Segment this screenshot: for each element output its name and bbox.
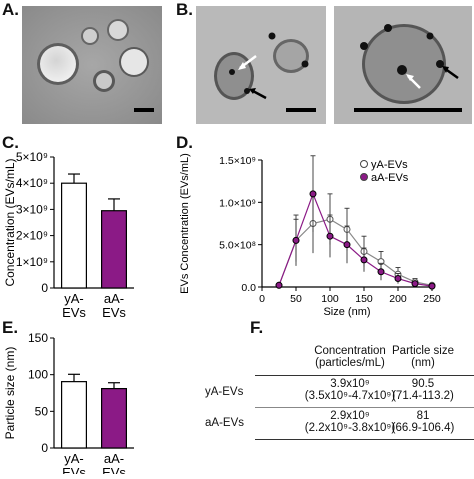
- data-point: [275, 281, 283, 289]
- table-header-concentration-line2: (particles/mL): [315, 357, 385, 369]
- series-line: [278, 192, 433, 287]
- micrograph-a: [22, 6, 162, 124]
- table-cell-size-range: (71.4-113.2): [392, 390, 454, 402]
- x-tick-label: 150: [355, 293, 373, 305]
- y-tick-label: 0: [41, 441, 48, 455]
- x-tick-label: EVs: [102, 465, 126, 474]
- y-tick-label: 4×10⁹: [16, 176, 48, 190]
- data-point: [394, 275, 402, 283]
- panel-label-d: D.: [176, 133, 193, 152]
- y-tick-label: 100: [28, 368, 48, 382]
- x-tick-label: EVs: [62, 465, 86, 474]
- y-axis-label: Particle size (nm): [3, 347, 17, 440]
- y-tick-label: 50: [35, 404, 49, 418]
- y-tick-label: 0.0: [241, 282, 256, 294]
- table-row-label-aa: aA-EVs: [205, 417, 244, 429]
- y-tick-label: 3×10⁹: [16, 202, 48, 216]
- x-tick-label: aA-: [104, 291, 124, 306]
- data-point: [309, 190, 317, 198]
- table-header-concentration: Concentration (particles/mL): [255, 345, 445, 369]
- chart-d: 0.0 5.0×10⁸ 1.0×10⁹ 1.5×10⁹ 0 50 100 150 200 250 S…: [176, 140, 474, 320]
- chart-c: 0 1×10⁹ 2×10⁹ 3×10⁹ 4×10⁹ 5×10⁹ Concentration …: [0, 140, 176, 320]
- data-point: [360, 256, 368, 264]
- panel-label-c: C.: [2, 133, 19, 152]
- bar: [100, 387, 127, 449]
- x-tick-label: 100: [321, 293, 339, 305]
- table-rule-top: [255, 375, 474, 376]
- x-tick-label: yA-: [64, 451, 84, 466]
- table-header-concentration-line1: Concentration: [314, 345, 386, 357]
- micrograph-b-left: [196, 6, 326, 124]
- y-tick-label: 0: [41, 281, 48, 295]
- table-header-size: Particle size (nm): [373, 345, 473, 369]
- x-tick-label: 0: [259, 293, 265, 305]
- legend-marker: [360, 173, 368, 181]
- table-cell-conc-range: (2.2x10⁹-3.8x10⁹): [304, 422, 396, 434]
- x-tick-label: EVs: [102, 305, 126, 320]
- legend-label: yA-EVs: [371, 159, 408, 171]
- data-point: [377, 268, 385, 276]
- table-cell-conc-range: (3.5x10⁹-4.7x10⁹): [304, 390, 396, 402]
- x-tick-label: EVs: [62, 305, 86, 320]
- x-tick-label: 50: [290, 293, 302, 305]
- table-header-size-line2: (nm): [411, 357, 435, 369]
- y-tick-label: 150: [28, 331, 48, 345]
- y-tick-label: 2×10⁹: [16, 229, 48, 243]
- summary-table: Concentration (particles/mL) Particle si…: [205, 345, 474, 465]
- data-point: [326, 232, 334, 240]
- y-tick-label: 1.0×10⁹: [219, 197, 256, 209]
- data-point: [411, 280, 419, 288]
- table-cell-size-ya: 90.5 (71.4-113.2): [373, 378, 473, 402]
- series-line: [278, 218, 433, 286]
- legend-marker: [360, 160, 368, 168]
- panel-label-b: B.: [176, 0, 193, 19]
- table-cell-size-value: 81: [416, 410, 430, 422]
- table-cell-conc-aa: 2.9x10⁹ (2.2x10⁹-3.8x10⁹): [255, 410, 445, 434]
- x-tick-label: 200: [389, 293, 407, 305]
- bar: [60, 381, 87, 449]
- x-tick-label: aA-: [104, 451, 124, 466]
- legend-label: aA-EVs: [371, 172, 409, 184]
- bar: [100, 210, 127, 289]
- table-cell-conc-value: 3.9x10⁹: [330, 378, 370, 390]
- table-row-label-ya: yA-EVs: [205, 386, 244, 398]
- data-point: [343, 241, 351, 249]
- y-axis-label: Concentration (EVs/mL): [3, 158, 17, 286]
- panel-label-f: F.: [250, 318, 264, 337]
- panel-label-a: A.: [2, 0, 19, 19]
- x-axis-label: Size (nm): [323, 306, 370, 318]
- y-tick-label: 5×10⁹: [16, 150, 48, 164]
- panel-label-e: E.: [2, 318, 19, 337]
- x-tick-label: yA-: [64, 291, 84, 306]
- table-cell-conc-value: 2.9x10⁹: [330, 410, 370, 422]
- data-point: [292, 236, 300, 244]
- chart-e: 0 50 100 150 Particle size (nm) yA- EVs aA- EVs: [0, 330, 176, 479]
- table-cell-size-value: 90.5: [411, 378, 435, 390]
- table-cell-conc-ya: 3.9x10⁹ (3.5x10⁹-4.7x10⁹): [255, 378, 445, 402]
- table-header-size-line1: Particle size: [392, 345, 454, 357]
- table-rule-mid: [255, 407, 474, 408]
- y-axis-label: EVs Concentration (EVs/mL): [179, 153, 191, 294]
- table-rule-bottom: [255, 439, 474, 440]
- data-point: [428, 282, 436, 290]
- micrograph-b-right: [334, 6, 472, 124]
- bar: [60, 182, 87, 289]
- y-tick-label: 1.5×10⁹: [219, 155, 256, 167]
- y-tick-label: 5.0×10⁸: [219, 240, 256, 252]
- x-tick-label: 250: [423, 293, 441, 305]
- y-tick-label: 1×10⁹: [16, 255, 48, 269]
- table-cell-size-aa: 81 (66.9-106.4): [373, 410, 473, 434]
- table-cell-size-range: (66.9-106.4): [391, 422, 455, 434]
